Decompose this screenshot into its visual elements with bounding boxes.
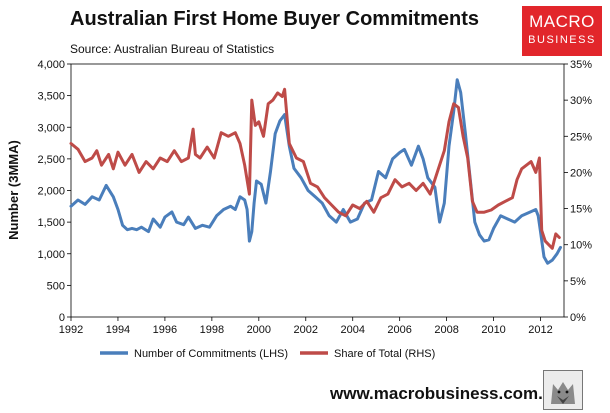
y2-tick-label: 15% (570, 204, 592, 216)
x-tick-label: 2012 (528, 324, 552, 336)
chart-title: Australian First Home Buyer Commitments (70, 8, 479, 30)
y-tick-label: 3,000 (37, 122, 65, 134)
y-axis-label: Number (3MMA) (6, 140, 21, 240)
x-tick-label: 2000 (247, 324, 271, 336)
logo-line-1: MACRO (529, 12, 595, 31)
source-note: Source: Australian Bureau of Statistics (70, 42, 275, 56)
x-tick-label: 1998 (200, 324, 224, 336)
y-tick-label: 500 (47, 280, 65, 292)
y2-tick-label: 20% (570, 167, 592, 179)
x-tick-label: 2002 (294, 324, 318, 336)
macrobusiness-logo: MACRO BUSINESS (522, 6, 602, 56)
y2-tick-label: 30% (570, 95, 592, 107)
x-tick-label: 2006 (387, 324, 411, 336)
logo-line-2: BUSINESS (528, 34, 596, 46)
wolf-icon (543, 370, 583, 410)
y-tick-label: 0 (59, 312, 65, 324)
y-tick-label: 3,500 (37, 91, 65, 103)
y-tick-label: 4,000 (37, 59, 65, 71)
x-tick-label: 1992 (59, 324, 83, 336)
legend-label: Share of Total (RHS) (334, 348, 435, 360)
y-tick-label: 1,500 (37, 217, 65, 229)
y-tick-label: 1,000 (37, 249, 65, 261)
x-tick-label: 2008 (434, 324, 458, 336)
y-tick-label: 2,500 (37, 154, 65, 166)
x-tick-label: 2004 (340, 324, 364, 336)
legend-label: Number of Commitments (LHS) (134, 348, 288, 360)
y2-tick-label: 35% (570, 59, 592, 71)
footer-url: www.macrobusiness.com.au (330, 384, 563, 403)
y-tick-label: 2,000 (37, 186, 65, 198)
y2-tick-label: 0% (570, 312, 586, 324)
series-line-share (69, 87, 561, 250)
y2-tick-label: 10% (570, 240, 592, 252)
y2-tick-label: 5% (570, 276, 586, 288)
plot-area-frame (70, 63, 565, 318)
series-line-commitments (69, 78, 562, 265)
y2-tick-label: 25% (570, 131, 592, 143)
x-tick-label: 1996 (153, 324, 177, 336)
x-tick-label: 1994 (106, 324, 130, 336)
x-tick-label: 2010 (481, 324, 505, 336)
